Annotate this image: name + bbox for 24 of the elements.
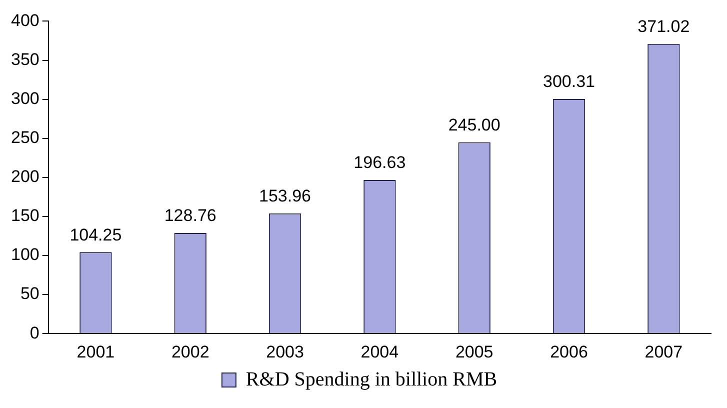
x-tick-label: 2007 bbox=[644, 342, 683, 362]
x-tick-label: 2004 bbox=[360, 342, 399, 362]
data-label: 104.25 bbox=[70, 225, 122, 244]
y-tick-label: 200 bbox=[10, 167, 40, 186]
data-label: 128.76 bbox=[164, 206, 216, 226]
x-tick-label: 2005 bbox=[455, 342, 494, 362]
x-tick-label: 2003 bbox=[266, 342, 304, 362]
y-tick-label: 250 bbox=[10, 128, 40, 148]
y-tick-label: 400 bbox=[10, 10, 40, 30]
x-tick-label: 2001 bbox=[76, 342, 115, 362]
x-tick-label: 2002 bbox=[171, 342, 210, 362]
data-label: 300.31 bbox=[543, 72, 596, 92]
data-label: 153.96 bbox=[259, 186, 312, 206]
legend-label: R&D Spending in billion RMB bbox=[246, 368, 498, 390]
y-tick-label: 350 bbox=[10, 50, 40, 69]
data-label: 245.00 bbox=[448, 115, 500, 134]
y-tick-label: 150 bbox=[10, 206, 40, 226]
data-label: 371.02 bbox=[638, 17, 690, 36]
y-tick-label: 100 bbox=[10, 245, 40, 264]
y-tick-label: 300 bbox=[10, 88, 40, 108]
x-tick-label: 2006 bbox=[550, 342, 588, 362]
y-tick-label: 0 bbox=[30, 323, 40, 342]
y-tick-label: 50 bbox=[20, 284, 40, 304]
data-label: 196.63 bbox=[354, 153, 406, 172]
